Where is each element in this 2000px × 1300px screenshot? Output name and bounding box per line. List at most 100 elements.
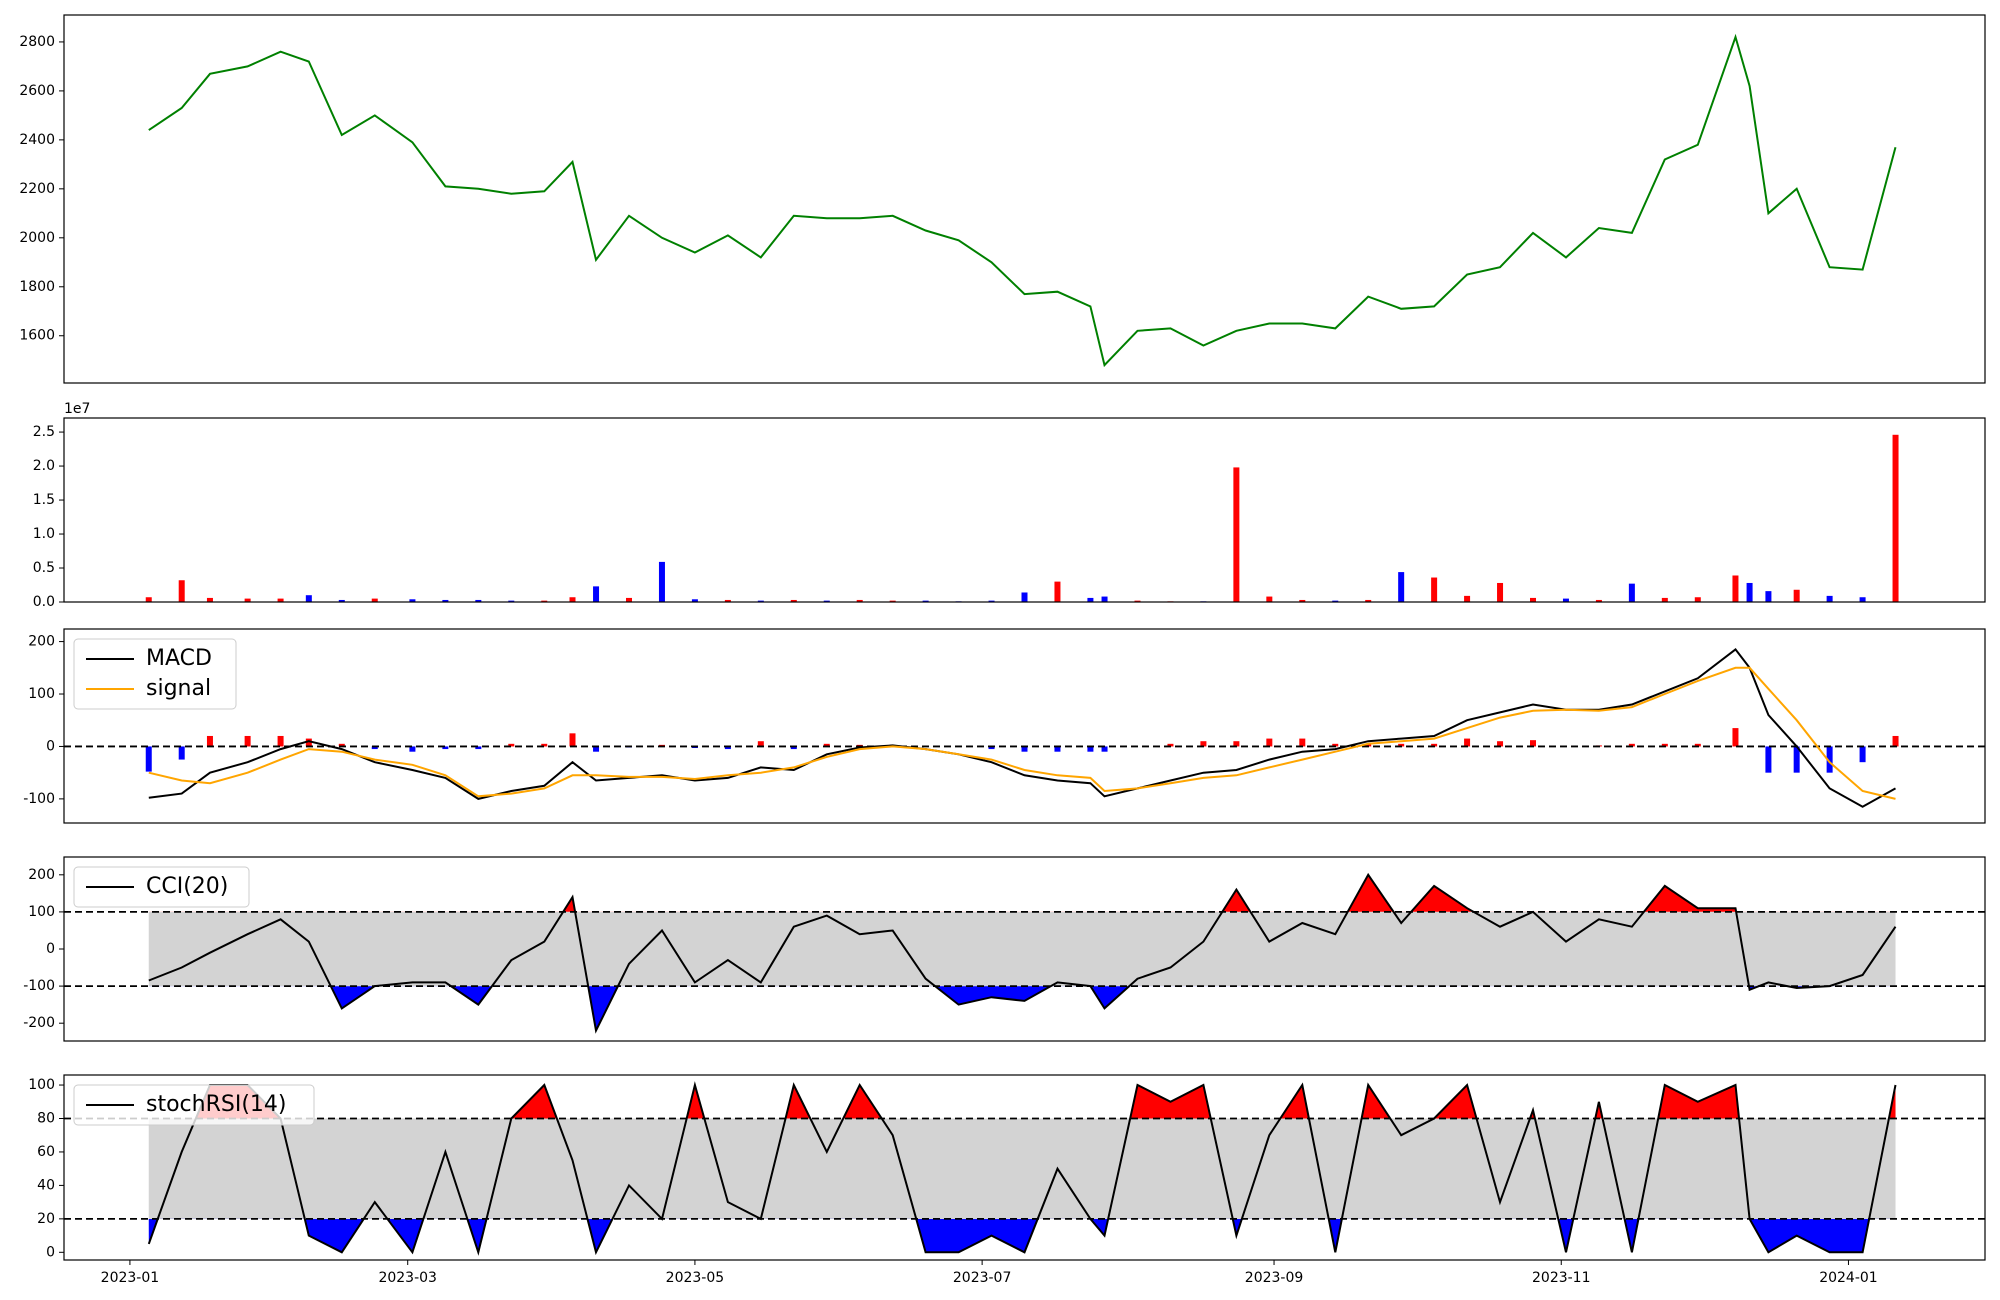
- y-tick-label: 2800: [19, 34, 55, 50]
- volume-bar: [1793, 589, 1800, 602]
- histogram-bar: [593, 746, 600, 752]
- histogram-bar: [1694, 743, 1701, 747]
- histogram-bar: [541, 743, 548, 747]
- legend-label: CCI(20): [146, 874, 228, 899]
- level-band: [148, 911, 1896, 987]
- histogram-bar: [244, 735, 251, 747]
- y-tick-label: 100: [28, 1077, 55, 1093]
- histogram-bar: [1200, 741, 1207, 747]
- legend-box: [73, 638, 237, 710]
- below-fill: [148, 1218, 1870, 1253]
- volume-bar: [757, 600, 764, 602]
- y-tick-label: 200: [28, 867, 55, 883]
- plot-area: [64, 1081, 1985, 1256]
- volume-bar: [206, 597, 213, 602]
- y-tick-label: 40: [37, 1177, 55, 1193]
- histogram-bar: [178, 746, 185, 760]
- axes-frame: [63, 417, 1986, 603]
- histogram-bar: [1826, 746, 1833, 773]
- volume-bar: [475, 599, 482, 602]
- volume-bar: [1595, 599, 1602, 602]
- volume-bar: [1233, 467, 1240, 602]
- volume-bar: [626, 597, 632, 602]
- y-tick-label: 2600: [19, 83, 55, 99]
- y-tick-label: 0.5: [33, 560, 55, 576]
- volume-bar: [1134, 600, 1141, 602]
- histogram-bar: [305, 738, 312, 747]
- histogram-bar: [1021, 746, 1028, 752]
- y-tick-label: 1800: [19, 279, 55, 295]
- volume-bar: [541, 600, 548, 602]
- histogram-bar: [988, 746, 995, 750]
- series-line: [148, 647, 1896, 808]
- x-tick-label: 2023-09: [1245, 1270, 1304, 1286]
- histogram-bar: [1497, 741, 1504, 747]
- histogram-bar: [508, 743, 515, 747]
- histogram-bar: [790, 746, 797, 750]
- y-tick-label: 2400: [19, 132, 55, 148]
- volume-bar: [856, 599, 863, 602]
- axes-frame: [63, 628, 1986, 824]
- histogram-bar: [1765, 746, 1772, 773]
- volume-bar: [1530, 597, 1536, 602]
- x-tick-label: 2023-01: [101, 1270, 160, 1286]
- volume-bar: [178, 580, 185, 602]
- volume-bar: [244, 598, 251, 602]
- axes-frame: [63, 1074, 1986, 1261]
- above-fill: [148, 1085, 1896, 1119]
- volume-bar: [823, 600, 830, 602]
- legend-box: [73, 866, 250, 908]
- histogram-bar: [1793, 746, 1800, 773]
- volume-bar: [1398, 572, 1405, 602]
- histogram-bar: [1628, 743, 1635, 747]
- y-tick-label: -100: [23, 791, 55, 807]
- y-tick-label: 0: [46, 1244, 55, 1260]
- histogram-bar: [1530, 740, 1536, 747]
- histogram-bar: [1464, 738, 1471, 747]
- y-tick-label: 200: [28, 634, 55, 650]
- histogram-bar: [724, 746, 731, 750]
- histogram-bar: [1859, 746, 1866, 763]
- level-band: [148, 1118, 1896, 1219]
- histogram-bar: [1087, 746, 1094, 752]
- histogram-bar: [569, 733, 576, 747]
- axes-frame: [63, 856, 1986, 1042]
- y-tick-label: -100: [23, 978, 55, 994]
- volume-bar: [1661, 597, 1668, 602]
- volume-bar: [1365, 599, 1372, 602]
- volume-bar: [724, 599, 731, 602]
- volume-bar: [1299, 599, 1306, 602]
- offset-label: 1e7: [64, 401, 90, 417]
- volume-bar: [1021, 592, 1028, 602]
- legend: CCI(20): [73, 866, 250, 908]
- histogram-bar: [277, 735, 284, 747]
- y-tick-label: 60: [37, 1144, 55, 1160]
- volume-bar: [1101, 596, 1108, 602]
- y-tick-label: 1600: [19, 328, 55, 344]
- volume-bar: [409, 599, 416, 602]
- volume-bar: [338, 599, 345, 602]
- histogram-bar: [1661, 743, 1668, 747]
- histogram-bar: [1365, 743, 1372, 747]
- volume-bar: [1464, 595, 1471, 602]
- volume-bar: [1694, 597, 1701, 602]
- volume-bar: [1859, 597, 1866, 602]
- histogram-bar: [1299, 738, 1306, 747]
- volume-bar: [145, 597, 152, 602]
- axes-frame: [63, 14, 1986, 384]
- volume-bar: [691, 599, 698, 602]
- legend-label: stochRSI(14): [146, 1092, 287, 1117]
- volume-bar: [790, 599, 797, 602]
- plot-area: [64, 872, 1985, 1034]
- x-tick-label: 2024-01: [1819, 1270, 1878, 1286]
- legend-label: MACD: [146, 646, 212, 671]
- volume-bar: [1826, 595, 1833, 602]
- histogram-bar: [1431, 743, 1438, 747]
- y-tick-label: 2200: [19, 181, 55, 197]
- histogram-bar: [1233, 741, 1240, 747]
- histogram-bar: [1332, 743, 1339, 747]
- x-tick-label: 2023-11: [1532, 1270, 1591, 1286]
- volume-bar: [569, 597, 576, 602]
- y-tick-label: 2000: [19, 230, 55, 246]
